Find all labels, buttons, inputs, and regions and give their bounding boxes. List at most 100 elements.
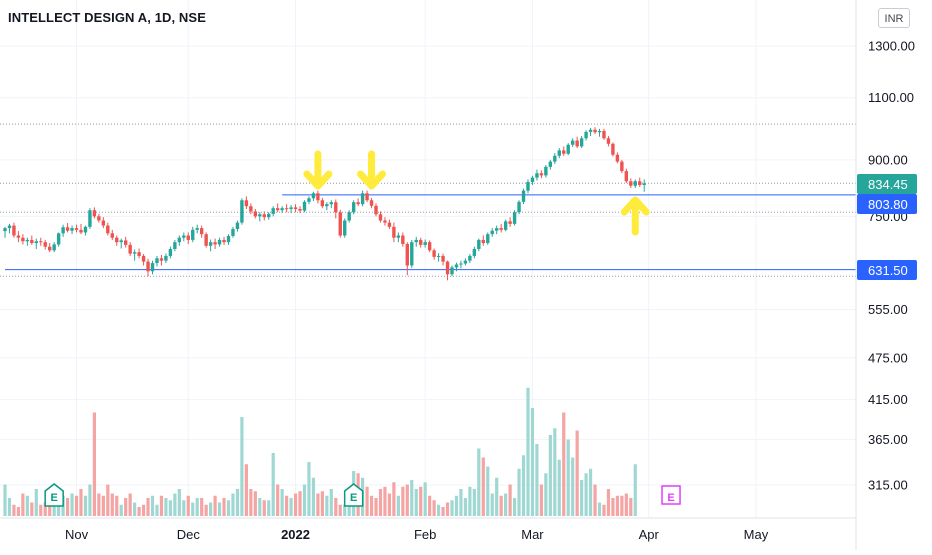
volume-bar (200, 498, 204, 516)
candle-body (450, 267, 454, 275)
price-label-bg (857, 260, 917, 280)
volume-bar (164, 498, 168, 516)
candle-body (258, 214, 262, 217)
volume-bar (374, 498, 378, 516)
candle-body (557, 150, 561, 156)
candle-body (544, 166, 548, 176)
candle-body (52, 244, 56, 251)
candle-body (320, 200, 325, 207)
volume-bar (329, 489, 333, 516)
volume-bar (378, 489, 383, 516)
candle-body (61, 227, 65, 234)
candle-body (159, 258, 164, 261)
candle-body (253, 211, 258, 217)
candle-body (137, 252, 141, 256)
volume-bar (222, 498, 226, 516)
candle-body (414, 239, 418, 243)
volume-bar (128, 493, 132, 516)
volume-bar (168, 500, 172, 516)
volume-bar (226, 500, 231, 516)
volume-bar (526, 387, 530, 516)
candle-body (34, 241, 38, 244)
candle-body (284, 208, 289, 210)
volume-bar (620, 495, 624, 516)
candle-body (432, 250, 436, 257)
candle-body (204, 234, 208, 246)
volume-bar (423, 482, 427, 516)
volume-bar (383, 486, 387, 516)
candle-body (244, 200, 249, 207)
volume-bar (204, 504, 208, 516)
volume-bar (566, 439, 570, 516)
volume-bar (325, 495, 329, 516)
candle-body (369, 200, 374, 206)
candle-body (217, 239, 222, 245)
candle-body (642, 183, 646, 185)
volume-bar (240, 417, 244, 516)
candle-body (141, 255, 146, 262)
candle-body (316, 193, 320, 201)
volume-bar (486, 466, 490, 516)
volume-bar (217, 502, 222, 516)
volume-bar (580, 480, 584, 516)
volume-bar (289, 498, 293, 516)
volume-bar (141, 504, 146, 516)
volume-bar (490, 493, 494, 516)
volume-bar (182, 500, 186, 516)
candle-body (119, 240, 123, 243)
candle-body (92, 210, 97, 217)
candle-body (477, 239, 481, 249)
candle-body (65, 227, 70, 231)
volume-bar (508, 484, 512, 516)
volume-bar (311, 477, 316, 516)
candle-body (512, 212, 517, 224)
volume-bar (392, 482, 396, 516)
candle-body (392, 226, 396, 238)
candle-body (70, 228, 74, 231)
candle-body (275, 208, 280, 211)
volume-bar (276, 484, 280, 516)
volume-bar (137, 507, 141, 516)
volume-bar (34, 489, 38, 516)
candle-body (311, 193, 316, 199)
currency-button[interactable]: INR (878, 8, 910, 28)
volume-bar (624, 493, 628, 516)
volume-bar (258, 498, 262, 516)
candle-body (436, 255, 441, 257)
candle-body (624, 171, 629, 182)
volume-bar (611, 498, 615, 516)
volume-bar (459, 489, 463, 516)
volume-bar (428, 495, 432, 516)
candle-body (629, 181, 633, 186)
candle-body (271, 208, 275, 214)
volume-bar (410, 480, 414, 516)
candle-body (526, 181, 530, 191)
candle-body (553, 155, 557, 162)
volume-bar (70, 493, 74, 516)
volume-bar (396, 495, 400, 516)
candle-body (168, 248, 173, 256)
volume-bar (213, 495, 217, 516)
volume-bar (7, 498, 12, 516)
volume-bar (343, 504, 347, 516)
volume-bar (271, 453, 275, 516)
candle-body (343, 220, 347, 236)
candle-body (454, 264, 459, 268)
candle-body (481, 239, 485, 244)
candle-body (115, 237, 119, 243)
price-label-bg (857, 194, 917, 214)
x-tick-label: Dec (177, 527, 201, 542)
volume-bar (195, 498, 199, 516)
earnings-label: E (50, 492, 57, 504)
candle-body (611, 143, 615, 155)
volume-bar (285, 495, 289, 516)
candle-body (396, 235, 401, 238)
earnings-box (44, 483, 64, 507)
volume-bar (338, 504, 342, 516)
arrow-down-icon (303, 150, 333, 190)
volume-bar (597, 502, 602, 516)
arrow-head (357, 170, 387, 190)
candle-body (280, 208, 284, 211)
candle-body (240, 200, 244, 223)
candle-body (56, 233, 61, 245)
